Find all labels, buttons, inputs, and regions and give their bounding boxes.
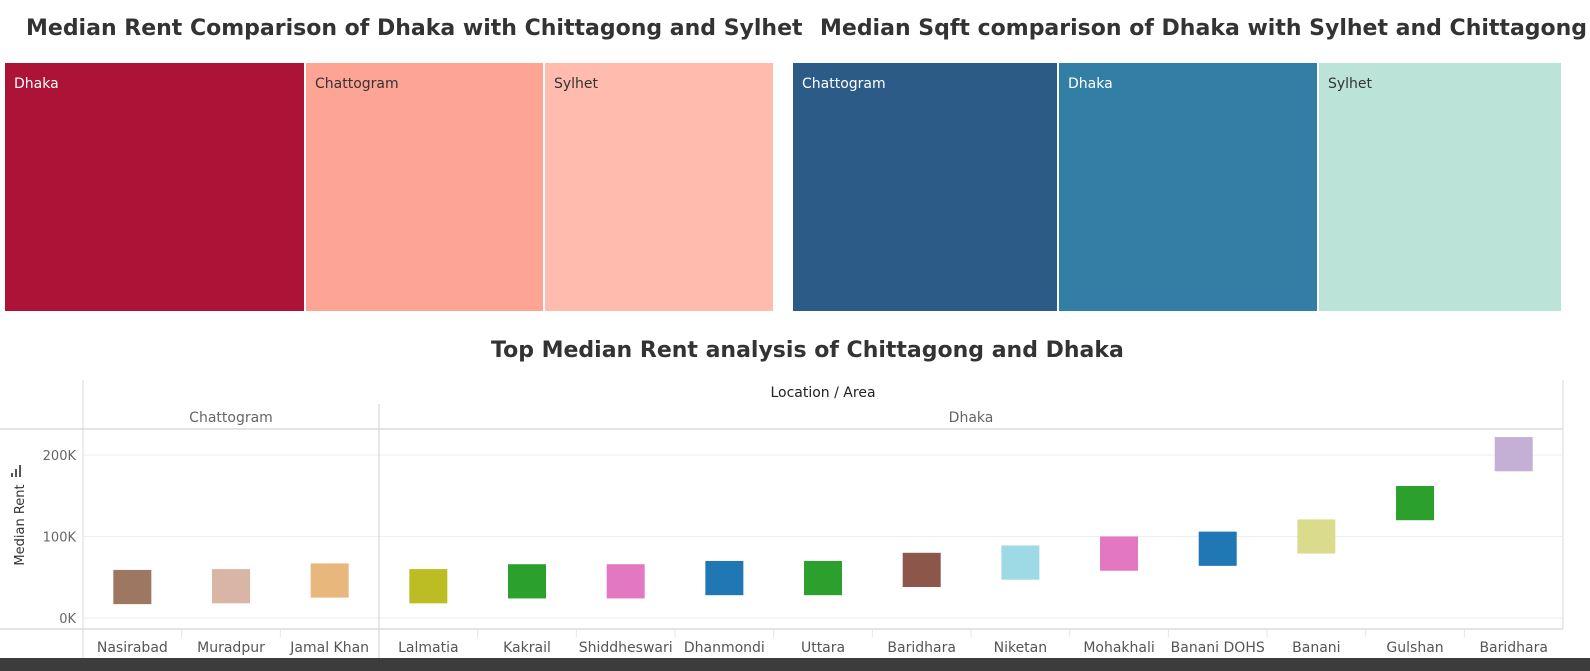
box-mark[interactable]	[705, 560, 744, 596]
x-tick-label: Lalmatia	[398, 640, 458, 656]
treemap-tile-chattogram[interactable]: Chattogram	[304, 63, 543, 311]
x-tick-label: Jamal Khan	[289, 640, 369, 656]
x-tick-label: Gulshan	[1386, 640, 1443, 656]
x-tick-label: Niketan	[994, 640, 1048, 656]
x-tick-label: Mohakhali	[1083, 640, 1154, 656]
x-tick-label: Baridhara	[1479, 640, 1548, 656]
column-header: Location / Area	[770, 385, 875, 401]
box-mark[interactable]	[212, 569, 251, 604]
sqft-treemap: Chattogram Dhaka Sylhet	[793, 63, 1561, 311]
x-tick-label: Banani	[1292, 640, 1340, 656]
box-mark[interactable]	[1396, 485, 1435, 521]
x-tick-label: Nasirabad	[97, 640, 168, 656]
rent-treemap: Dhaka Chattogram Sylhet	[5, 63, 773, 311]
top-rent-chart: Location / Area 0K 100K 200K Median Rent Chat…	[0, 375, 1590, 671]
treemap-label: Chattogram	[802, 76, 886, 92]
treemap-tile-chattogram[interactable]: Chattogram	[793, 63, 1057, 311]
treemap-tile-dhaka[interactable]: Dhaka	[1057, 63, 1317, 311]
y-tick-label: 100K	[43, 531, 77, 546]
box-mark[interactable]	[508, 564, 547, 599]
box-mark[interactable]	[409, 569, 448, 604]
treemap-tile-dhaka[interactable]: Dhaka	[5, 63, 304, 311]
rent-comparison-title: Median Rent Comparison of Dhaka with Chi…	[26, 16, 803, 41]
box-mark[interactable]	[1494, 437, 1533, 472]
x-tick-label: Baridhara	[887, 640, 956, 656]
box-mark[interactable]	[1198, 531, 1237, 566]
box-mark[interactable]	[1297, 519, 1336, 554]
treemap-tile-sylhet[interactable]: Sylhet	[543, 63, 773, 311]
x-tick-label: Kakrail	[503, 640, 551, 656]
box-mark[interactable]	[804, 560, 843, 596]
sqft-comparison-title: Median Sqft comparison of Dhaka with Syl…	[820, 16, 1588, 41]
box-mark[interactable]	[606, 564, 645, 599]
box-mark[interactable]	[902, 552, 941, 588]
treemap-tile-sylhet[interactable]: Sylhet	[1317, 63, 1561, 311]
y-tick-label: 200K	[43, 449, 77, 464]
treemap-label: Dhaka	[1068, 76, 1113, 92]
y-axis-label: Median Rent	[13, 484, 28, 565]
box-mark[interactable]	[310, 563, 349, 598]
bar-chart-icon	[15, 469, 17, 477]
y-tick-label: 0K	[59, 612, 76, 627]
bar-chart-icon	[19, 465, 21, 477]
x-tick-label: Shiddheswari	[579, 640, 673, 656]
treemap-label: Sylhet	[554, 76, 599, 92]
x-tick-label: Muradpur	[197, 640, 265, 656]
treemap-label: Dhaka	[14, 76, 59, 92]
status-bar	[0, 658, 1590, 671]
bar-chart-icon	[11, 473, 13, 477]
x-tick-label: Dhanmondi	[684, 640, 765, 656]
box-mark[interactable]	[1001, 545, 1040, 580]
treemap-label: Sylhet	[1328, 76, 1373, 92]
treemap-label: Chattogram	[315, 76, 399, 92]
group-header-chattogram: Chattogram	[189, 410, 273, 426]
x-tick-label: Banani DOHS	[1171, 640, 1265, 656]
box-mark[interactable]	[1100, 536, 1139, 571]
group-header-dhaka: Dhaka	[949, 410, 994, 426]
top-rent-title: Top Median Rent analysis of Chittagong a…	[491, 338, 1124, 363]
box-mark[interactable]	[113, 569, 152, 605]
x-tick-label: Uttara	[801, 640, 845, 656]
